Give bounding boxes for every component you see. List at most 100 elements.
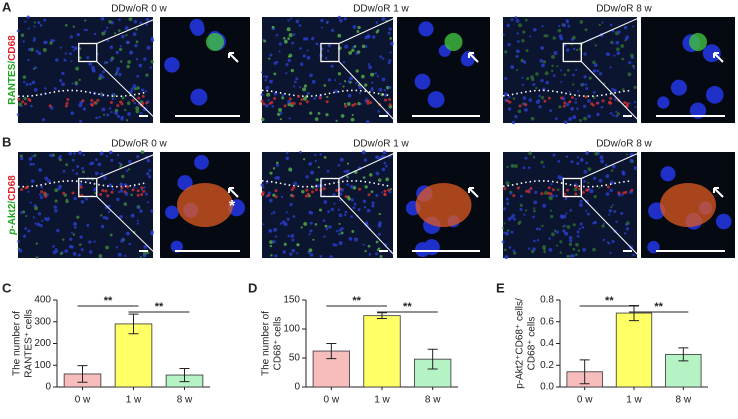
nucleus xyxy=(506,165,509,169)
cd68-cell xyxy=(48,104,52,108)
nucleus xyxy=(291,41,295,45)
y-axis-label: RANTES⁺ cells xyxy=(24,309,35,378)
nucleus xyxy=(103,176,107,180)
nucleus xyxy=(378,212,381,216)
nucleus xyxy=(100,224,105,229)
nucleus xyxy=(145,17,150,22)
nucleus xyxy=(31,155,34,158)
nucleus xyxy=(111,188,115,191)
nucleus xyxy=(583,179,587,183)
nucleus xyxy=(342,85,345,88)
nucleus xyxy=(598,186,601,189)
nucleus xyxy=(367,244,371,248)
zoom-line xyxy=(338,16,398,44)
zoom-nucleus xyxy=(177,175,193,191)
nucleus xyxy=(146,251,150,255)
nucleus xyxy=(563,120,568,124)
nucleus xyxy=(320,18,324,23)
nucleus xyxy=(551,232,555,237)
nucleus xyxy=(266,92,271,97)
nucleus xyxy=(633,166,638,170)
nucleus xyxy=(146,158,151,163)
cd68-cell xyxy=(318,96,322,100)
nucleus xyxy=(114,32,117,35)
nucleus xyxy=(135,27,138,31)
nucleus xyxy=(575,253,578,256)
nucleus xyxy=(65,163,69,167)
nucleus xyxy=(506,23,510,28)
nucleus xyxy=(72,49,75,52)
nucleus xyxy=(343,102,347,105)
row-label-part: / xyxy=(7,201,18,204)
nucleus xyxy=(581,225,585,229)
nucleus xyxy=(268,198,273,203)
nucleus xyxy=(109,45,114,49)
nucleus xyxy=(27,27,30,30)
nucleus xyxy=(387,31,391,35)
zoom-nucleus xyxy=(427,91,445,108)
nucleus xyxy=(551,54,555,59)
nucleus xyxy=(592,69,597,73)
nucleus xyxy=(128,160,132,164)
nucleus xyxy=(598,23,601,27)
nucleus xyxy=(540,78,544,83)
nucleus xyxy=(264,103,269,108)
nucleus xyxy=(625,153,628,156)
nucleus xyxy=(588,76,592,80)
nucleus xyxy=(128,17,133,22)
nucleus xyxy=(150,37,154,41)
nucleus xyxy=(135,106,140,111)
nucleus xyxy=(300,226,303,229)
nucleus xyxy=(54,199,58,203)
nucleus xyxy=(119,165,122,168)
nucleus xyxy=(352,25,357,29)
nucleus xyxy=(81,166,84,170)
nucleus xyxy=(577,90,580,93)
nucleus xyxy=(600,159,605,164)
nucleus xyxy=(587,181,590,184)
panel-label: B xyxy=(2,134,11,149)
cd68-cell xyxy=(137,96,141,100)
nucleus xyxy=(381,77,386,82)
cd68-cell xyxy=(383,189,387,193)
nucleus xyxy=(22,75,27,79)
row-label: RANTES/CD68 xyxy=(7,35,18,105)
cd68-cell xyxy=(623,101,627,105)
nucleus xyxy=(260,183,264,187)
nucleus xyxy=(523,213,526,216)
nucleus xyxy=(379,255,383,258)
nucleus xyxy=(570,160,574,164)
nucleus xyxy=(330,207,334,212)
nucleus xyxy=(75,66,80,71)
arrow xyxy=(713,187,724,198)
cd68-cell xyxy=(283,104,287,108)
nucleus xyxy=(353,202,357,206)
nucleus xyxy=(578,227,582,230)
nucleus xyxy=(20,33,25,38)
nucleus xyxy=(384,93,388,97)
nucleus xyxy=(139,256,142,259)
cd68-cell xyxy=(300,97,304,101)
nucleus xyxy=(19,154,23,158)
nucleus xyxy=(337,33,342,38)
nucleus xyxy=(101,107,106,112)
nucleus xyxy=(348,51,353,55)
cd68-cell xyxy=(145,101,149,105)
nucleus xyxy=(567,24,571,28)
cd68-cell xyxy=(369,101,373,105)
nucleus xyxy=(522,96,527,100)
nucleus xyxy=(516,40,520,43)
nucleus xyxy=(559,69,562,72)
nucleus xyxy=(30,179,35,184)
nucleus xyxy=(39,223,43,228)
nucleus xyxy=(349,76,353,81)
nucleus xyxy=(98,76,102,81)
significance-label: ** xyxy=(654,301,663,313)
nucleus xyxy=(271,25,275,29)
nucleus xyxy=(514,16,518,19)
cd68-cell xyxy=(601,99,605,103)
nucleus xyxy=(556,188,560,192)
nucleus xyxy=(74,81,79,85)
nucleus xyxy=(568,90,571,94)
cd68-cell xyxy=(366,101,370,105)
